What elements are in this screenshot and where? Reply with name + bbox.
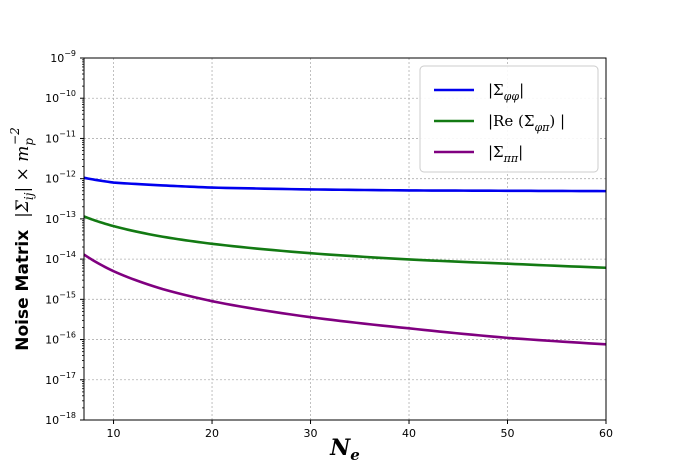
- x-tick-label: 10: [107, 427, 121, 440]
- y-axis-label-prefix: Noise Matrix: [13, 230, 33, 351]
- x-tick-label: 20: [205, 427, 219, 440]
- y-tick-label: 10−15: [45, 290, 76, 306]
- x-tick-label: 30: [304, 427, 318, 440]
- series-line-3: [83, 253, 607, 346]
- y-tick-label: 10−16: [45, 331, 76, 347]
- x-tick-label: 50: [501, 427, 515, 440]
- legend: |Σφφ| |Re (Σφπ) | |Σππ|: [419, 65, 599, 173]
- y-tick-label: 10−18: [45, 411, 76, 427]
- x-tick-label: 40: [402, 427, 416, 440]
- plot-frame: [83, 57, 607, 421]
- y-tick-label: 10−12: [45, 170, 76, 186]
- legend-label: |Σφφ|: [488, 81, 524, 103]
- y-tick-label: 10−17: [45, 371, 76, 387]
- series-layer: [83, 176, 607, 346]
- x-tick-label: 60: [599, 427, 613, 440]
- y-tick-label: 10−14: [45, 250, 76, 266]
- y-axis-label-math: |Σij| × mp−2: [8, 127, 36, 218]
- legend-items: |Σφφ| |Re (Σφπ) | |Σππ|: [434, 81, 565, 165]
- y-tick-label: 10−13: [45, 210, 76, 226]
- y-tick-label: 10−11: [45, 129, 76, 145]
- ticks-layer: 10 20 30 40 50 60 10−18 10−17 10−16 10−15 10−14 10−…: [45, 49, 613, 440]
- y-tick-label: 10−10: [45, 89, 76, 105]
- y-axis-label: Noise Matrix |Σij| × mp−2: [8, 127, 36, 351]
- y-tick-label: 10−9: [50, 49, 76, 65]
- legend-label: |Re (Σφπ) |: [488, 112, 565, 134]
- series-line-1: [83, 176, 607, 193]
- series-line-2: [83, 215, 607, 270]
- legend-label: |Σππ|: [488, 143, 523, 165]
- legend-box: [419, 65, 599, 173]
